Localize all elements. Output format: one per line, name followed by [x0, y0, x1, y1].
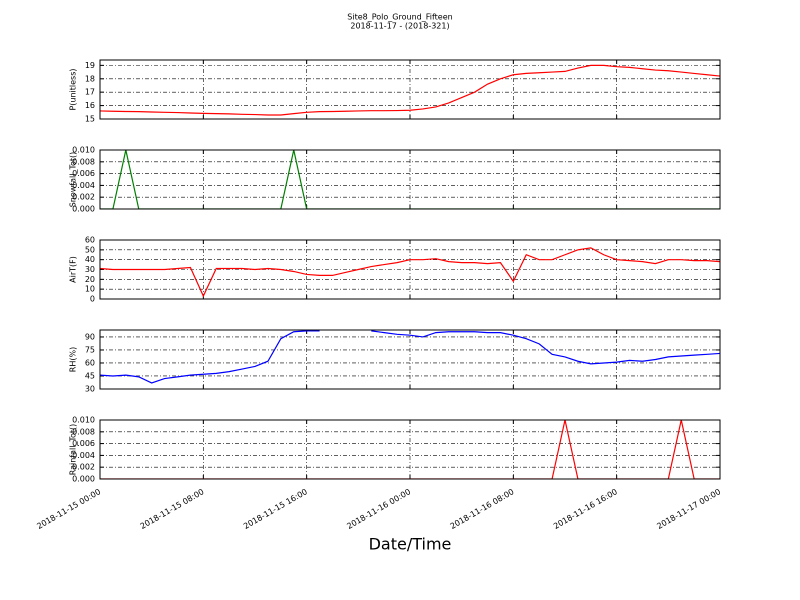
y-tick-label: 20 — [85, 275, 95, 284]
chart-title: Site8_Polo_Ground_Fifteen — [347, 13, 452, 22]
y-tick-label: 0.006 — [72, 169, 95, 178]
data-line — [100, 64, 720, 116]
y-tick-label: 0.010 — [72, 146, 95, 155]
plot-frame — [99, 329, 721, 390]
y-tick-label: 0.010 — [72, 416, 95, 425]
y-tick-label: 0.000 — [72, 475, 95, 484]
y-axis-label: AirT(F) — [69, 256, 78, 283]
y-tick-label: 75 — [85, 345, 95, 354]
y-tick-label: 18 — [85, 74, 95, 83]
y-tick-label: 0.002 — [72, 193, 95, 202]
y-tick-label: 60 — [85, 358, 95, 367]
chart-subtitle: 2018-11-17 - (2018-321) — [350, 22, 449, 31]
x-axis-label: Date/Time — [369, 535, 452, 554]
y-tick-label: 50 — [85, 245, 95, 254]
y-tick-label: 0.004 — [72, 451, 95, 460]
y-tick-label: 90 — [85, 332, 95, 341]
y-tick-label: 0.008 — [72, 157, 95, 166]
y-axis-label: Rainfall_Tot() — [69, 424, 78, 476]
y-tick-label: 0.000 — [72, 205, 95, 214]
plot-frame — [99, 149, 721, 210]
data-line — [100, 247, 720, 298]
y-tick-label: 40 — [85, 255, 95, 264]
y-tick-label: 60 — [85, 236, 95, 245]
plot-frame — [99, 59, 721, 120]
data-line — [100, 330, 720, 384]
y-tick-label: 30 — [85, 385, 95, 394]
y-tick-label: 0.004 — [72, 181, 95, 190]
y-axis-label: P(unitless) — [69, 68, 78, 110]
y-tick-label: 0.006 — [72, 439, 95, 448]
y-tick-label: 0.008 — [72, 427, 95, 436]
y-tick-label: 10 — [85, 285, 95, 294]
y-tick-label: 0.002 — [72, 463, 95, 472]
y-axis-label: Snowfall_Tot() — [69, 152, 78, 208]
y-tick-label: 15 — [85, 115, 95, 124]
y-tick-label: 19 — [85, 61, 95, 70]
y-tick-label: 45 — [85, 371, 95, 380]
y-tick-label: 0 — [90, 295, 95, 304]
y-tick-label: 16 — [85, 101, 95, 110]
plot-frame — [99, 419, 721, 480]
y-tick-label: 30 — [85, 265, 95, 274]
plot-frame — [99, 239, 721, 300]
y-axis-label: RH(%) — [69, 347, 78, 372]
y-tick-label: 17 — [85, 88, 95, 97]
